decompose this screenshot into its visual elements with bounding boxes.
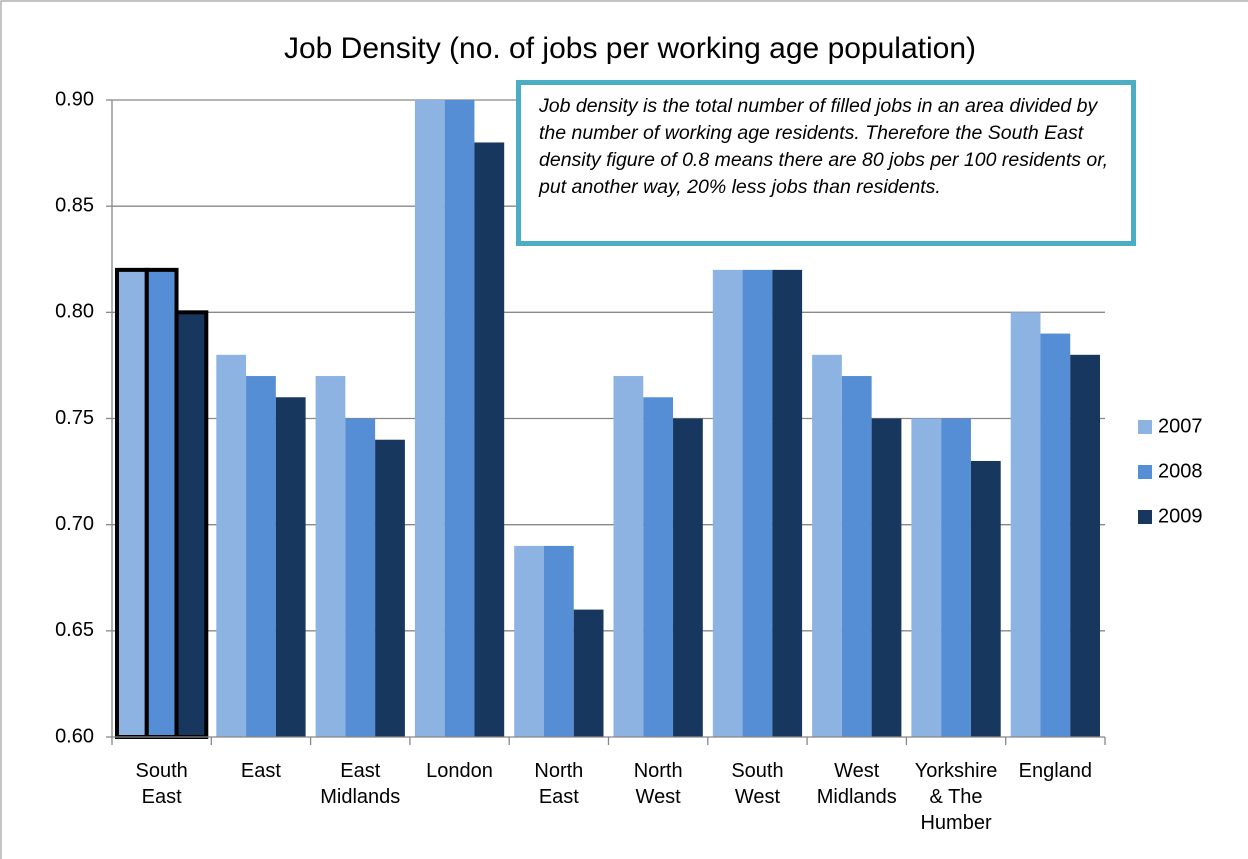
- x-tick-label: London: [426, 760, 493, 782]
- x-tick-label: South West: [731, 760, 783, 808]
- annotation: Job density is the total number of fille…: [516, 80, 1136, 246]
- bar: [115, 267, 149, 739]
- x-tick-label: West Midlands: [817, 760, 897, 808]
- bar: [514, 545, 544, 737]
- x-tick-label: North West: [634, 760, 683, 808]
- bar: [941, 418, 971, 737]
- x-tick-label: East Midlands: [320, 760, 400, 808]
- bar: [643, 397, 674, 737]
- bar: [375, 439, 405, 737]
- bar: [174, 310, 209, 739]
- bar: [275, 397, 306, 737]
- bar: [613, 376, 644, 737]
- bar: [841, 376, 872, 737]
- bar: [1070, 354, 1100, 737]
- bar: [712, 269, 743, 737]
- bar: [444, 100, 475, 737]
- y-tick-label: 0.85: [55, 194, 94, 216]
- bar: [315, 376, 346, 737]
- bar: [742, 269, 773, 737]
- legend-swatch: [1138, 510, 1152, 524]
- bar: [216, 354, 247, 737]
- bar: [812, 354, 842, 737]
- bar: [246, 376, 276, 737]
- chart-title: Job Density (no. of jobs per working age…: [284, 32, 976, 65]
- legend-label: 2009: [1158, 505, 1203, 527]
- x-tick-label: Yorkshire & The Humber: [915, 760, 998, 834]
- bar: [414, 100, 445, 737]
- bar: [673, 418, 703, 737]
- x-tick-label: South East: [136, 760, 188, 808]
- bar: [144, 267, 179, 739]
- legend-swatch: [1138, 465, 1152, 479]
- bar: [970, 460, 1001, 737]
- x-tick-label: East: [241, 760, 281, 782]
- bar: [871, 418, 902, 737]
- y-tick-label: 0.70: [55, 513, 94, 535]
- y-tick-label: 0.75: [55, 407, 94, 429]
- bar: [543, 545, 574, 737]
- legend-swatch: [1138, 420, 1152, 434]
- x-tick-label: England: [1019, 760, 1092, 782]
- y-tick-label: 0.80: [55, 301, 94, 323]
- bar: [1010, 312, 1041, 737]
- y-tick-label: 0.60: [55, 725, 94, 747]
- bar: [772, 269, 803, 737]
- bar: [573, 609, 604, 737]
- bar: [1040, 333, 1071, 737]
- bar: [474, 142, 505, 737]
- y-tick-label: 0.65: [55, 619, 94, 641]
- bar: [345, 418, 376, 737]
- y-tick-label: 0.90: [55, 88, 94, 110]
- legend-label: 2008: [1158, 460, 1203, 482]
- x-tick-label: North East: [534, 760, 583, 808]
- bar: [911, 418, 942, 737]
- legend-label: 2007: [1158, 415, 1203, 437]
